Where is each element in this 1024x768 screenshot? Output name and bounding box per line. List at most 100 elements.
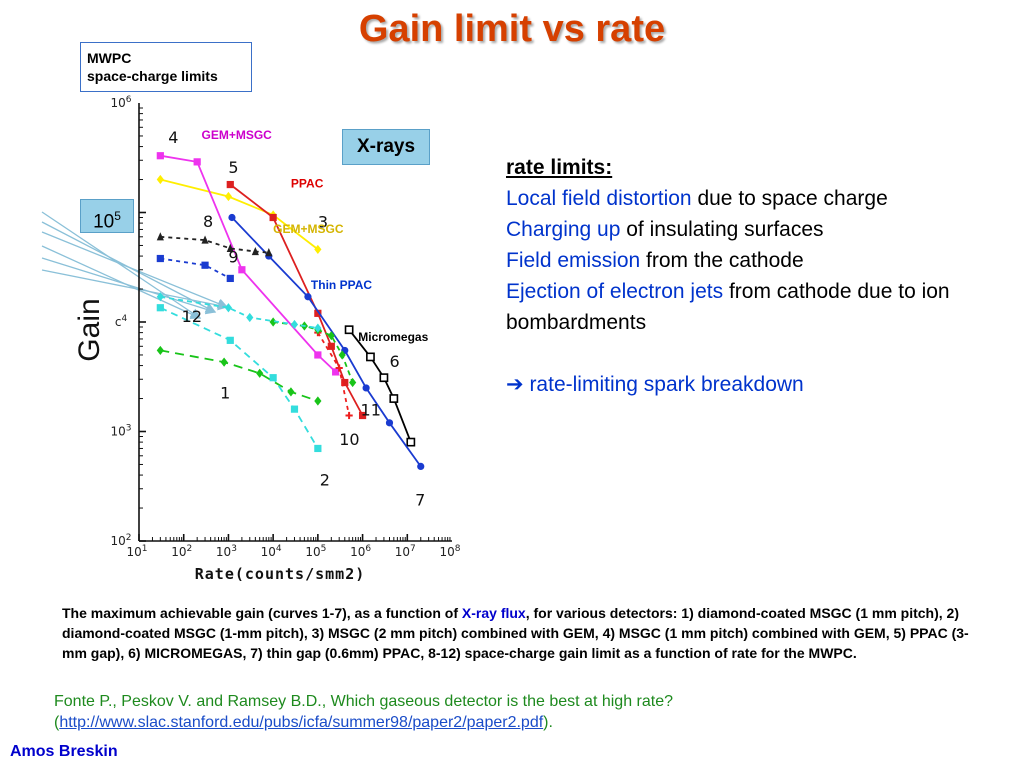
data-point	[238, 266, 246, 274]
data-point	[224, 191, 233, 202]
rate-limits-heading: rate limits:	[506, 156, 613, 179]
data-point	[314, 351, 322, 359]
data-point	[314, 396, 322, 406]
data-point	[314, 244, 322, 255]
data-point	[156, 152, 164, 160]
x-tick-label: 102	[171, 544, 192, 559]
rate-limit-item-rest: from the cathode	[640, 249, 804, 272]
series-number-label: 12	[182, 307, 202, 326]
series-line	[229, 183, 364, 416]
data-point	[385, 419, 394, 427]
x-tick-label: 103	[216, 544, 237, 559]
series-number-label: 2	[320, 471, 330, 490]
data-point	[379, 373, 389, 383]
series-6: 6	[344, 325, 416, 447]
spark-breakdown-text: rate-limiting spark breakdown	[523, 373, 804, 396]
data-point	[314, 309, 322, 317]
data-point	[338, 350, 346, 360]
rate-limits-panel: rate limits: Local field distortion due …	[506, 152, 1006, 400]
callout-base: 10	[93, 211, 115, 233]
curve-annotation: GEM+MSGC	[273, 222, 344, 236]
pointer-arrow	[41, 257, 217, 315]
data-point	[332, 368, 340, 376]
series-number-label: 9	[228, 247, 238, 266]
data-point	[314, 444, 322, 453]
data-point	[246, 312, 254, 323]
data-point	[314, 323, 322, 333]
data-point	[304, 293, 312, 301]
series-number-label: 10	[339, 430, 359, 449]
data-point	[156, 232, 164, 241]
data-point	[201, 235, 209, 244]
series-line	[160, 349, 319, 402]
rate-limit-item-rest: of insulating surfaces	[620, 218, 824, 241]
data-point	[201, 261, 209, 269]
reference-close-paren: ).	[543, 714, 553, 731]
slide-title: Gain limit vs rate	[358, 8, 666, 50]
rate-limit-item-key: Local field distortion	[506, 187, 692, 210]
data-point	[269, 213, 277, 222]
reference-link-line: (http://www.slac.stanford.edu/pubs/icfa/…	[54, 712, 974, 733]
data-point	[287, 387, 295, 397]
chart-annotations: GEM+MSGC PPAC GEM+MSGC Thin PPAC Micromegas	[202, 128, 429, 344]
series-line	[348, 329, 412, 443]
rate-limit-item: Ejection of electron jets from cathode d…	[506, 276, 1006, 338]
y-axis-title: Gain	[73, 298, 106, 361]
series-4: 4	[156, 128, 340, 376]
pointer-arrow	[41, 231, 229, 309]
data-point	[156, 304, 164, 312]
right-arrow-icon: ➔	[506, 373, 524, 396]
data-point	[358, 411, 367, 420]
y-tick-label: 106	[110, 95, 131, 110]
spark-breakdown-line: ➔ rate-limiting spark breakdown	[506, 369, 1006, 400]
reference-text: Fonte P., Peskov V. and Ramsey B.D., Whi…	[54, 693, 674, 710]
x-tick-label: 106	[350, 544, 371, 559]
data-point	[228, 213, 236, 222]
caption-part1: The maximum achievable gain (curves 1-7)…	[62, 605, 462, 621]
rate-limit-item-rest: from cathode due to ion bombardments	[506, 280, 950, 334]
pointer-arrow	[41, 211, 202, 319]
series-9: 9	[156, 247, 239, 283]
caption-xray-flux: X-ray flux	[461, 605, 526, 621]
gain-1e5-callout: 105	[80, 199, 134, 233]
series-10: 10	[314, 329, 360, 449]
data-point	[256, 368, 264, 378]
series-number-label: 1	[220, 384, 230, 403]
data-point	[349, 377, 357, 388]
curve-annotation: Micromegas	[358, 330, 428, 344]
data-point	[269, 317, 277, 327]
data-point	[341, 378, 349, 387]
series-number-label: 7	[415, 491, 425, 510]
xrays-label-box: X-rays	[342, 129, 430, 165]
series-number-label: 8	[203, 212, 213, 231]
series-5: 5	[226, 158, 367, 420]
caption-part2: , for various detectors: 1) diamond-coat…	[62, 605, 969, 661]
data-point	[226, 274, 234, 283]
data-point	[226, 243, 234, 253]
data-point	[226, 336, 234, 344]
reference-link[interactable]: http://www.slac.stanford.edu/pubs/icfa/s…	[59, 714, 544, 731]
curve-annotation: GEM+MSGC	[202, 128, 273, 142]
series-12: 12	[156, 292, 322, 333]
data-point	[327, 331, 335, 341]
series-number-label: 11	[361, 400, 381, 419]
data-point	[417, 462, 425, 471]
mwpc-pointer-lines	[41, 211, 229, 319]
y-tick-label: c4	[115, 314, 128, 329]
rate-limit-item: Field emission from the cathode	[506, 245, 1006, 276]
data-point	[220, 357, 228, 367]
reference-citation: Fonte P., Peskov V. and Ramsey B.D., Whi…	[54, 691, 974, 733]
data-point	[156, 292, 164, 302]
series-1: 1	[156, 345, 322, 406]
x-tick-label: 105	[305, 544, 326, 559]
data-point	[327, 342, 335, 350]
rate-limit-item-rest: due to space charge	[691, 187, 888, 210]
mwpc-label-line1: MWPC	[87, 50, 132, 66]
data-point	[156, 345, 164, 356]
data-point	[156, 174, 164, 185]
data-point	[366, 352, 375, 362]
pointer-arrow	[41, 269, 229, 311]
data-point	[290, 319, 299, 330]
rate-limit-item-key: Charging up	[506, 218, 621, 241]
